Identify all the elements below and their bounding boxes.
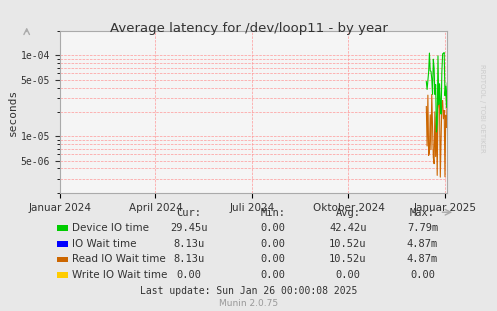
Text: IO Wait time: IO Wait time bbox=[72, 239, 137, 248]
Text: 42.42u: 42.42u bbox=[329, 223, 367, 233]
Text: 0.00: 0.00 bbox=[176, 270, 201, 280]
Text: Munin 2.0.75: Munin 2.0.75 bbox=[219, 299, 278, 308]
Text: RRDTOOL / TOBI OETIKER: RRDTOOL / TOBI OETIKER bbox=[479, 64, 485, 153]
Text: Max:: Max: bbox=[410, 208, 435, 218]
Text: Average latency for /dev/loop11 - by year: Average latency for /dev/loop11 - by yea… bbox=[109, 22, 388, 35]
Text: Device IO time: Device IO time bbox=[72, 223, 149, 233]
Text: 0.00: 0.00 bbox=[261, 239, 286, 248]
Text: Cur:: Cur: bbox=[176, 208, 201, 218]
Text: 0.00: 0.00 bbox=[410, 270, 435, 280]
Text: Min:: Min: bbox=[261, 208, 286, 218]
Text: 10.52u: 10.52u bbox=[329, 239, 367, 248]
Text: Last update: Sun Jan 26 00:00:08 2025: Last update: Sun Jan 26 00:00:08 2025 bbox=[140, 286, 357, 296]
Text: 0.00: 0.00 bbox=[261, 254, 286, 264]
Text: 8.13u: 8.13u bbox=[173, 254, 204, 264]
Text: 4.87m: 4.87m bbox=[407, 239, 438, 248]
Text: 8.13u: 8.13u bbox=[173, 239, 204, 248]
Text: 10.52u: 10.52u bbox=[329, 254, 367, 264]
Text: 0.00: 0.00 bbox=[335, 270, 360, 280]
Text: 4.87m: 4.87m bbox=[407, 254, 438, 264]
Text: 0.00: 0.00 bbox=[261, 223, 286, 233]
Text: 29.45u: 29.45u bbox=[170, 223, 208, 233]
Text: Avg:: Avg: bbox=[335, 208, 360, 218]
Text: Write IO Wait time: Write IO Wait time bbox=[72, 270, 167, 280]
Y-axis label: seconds: seconds bbox=[8, 88, 18, 136]
Text: 7.79m: 7.79m bbox=[407, 223, 438, 233]
Text: Read IO Wait time: Read IO Wait time bbox=[72, 254, 166, 264]
Text: 0.00: 0.00 bbox=[261, 270, 286, 280]
